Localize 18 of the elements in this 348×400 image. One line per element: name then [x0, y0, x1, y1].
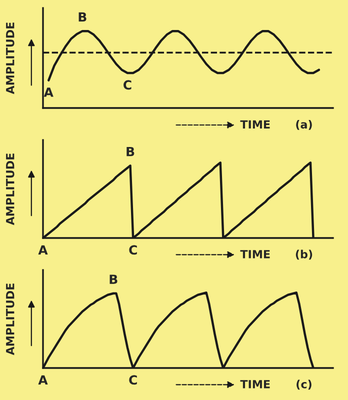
annotation: C [129, 375, 137, 385]
y-axis-title: AMPLITUDE [6, 22, 14, 94]
annotation: A [38, 245, 48, 254]
annotation: C [124, 80, 132, 90]
annotation: A [44, 88, 54, 97]
text: (a) [296, 120, 312, 130]
annotation: B [110, 274, 118, 284]
x-axis-title: TIME [240, 120, 270, 128]
annotation: C [129, 245, 137, 255]
x-axis-title: TIME [240, 380, 270, 388]
annotation: B [126, 146, 134, 156]
annotation: B [78, 12, 86, 22]
text: (c) [296, 380, 312, 390]
text: (b) [296, 250, 312, 260]
annotation: A [38, 375, 48, 384]
y-axis-title: AMPLITUDE [6, 154, 14, 226]
y-axis-title: AMPLITUDE [6, 284, 14, 356]
x-axis-title: TIME [240, 250, 270, 258]
